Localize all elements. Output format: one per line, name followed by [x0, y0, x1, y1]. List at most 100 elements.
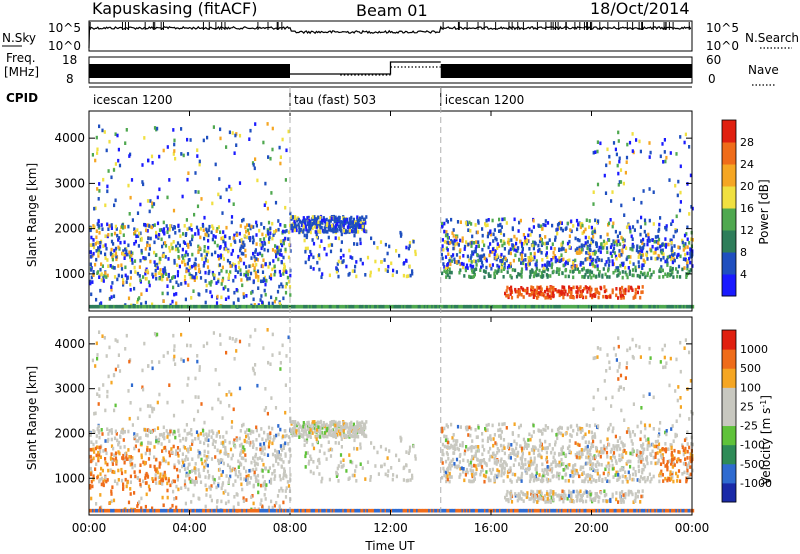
data-cell: [499, 223, 502, 227]
data-cell: [181, 260, 184, 264]
data-cell: [205, 289, 208, 293]
data-cell: [224, 439, 227, 443]
data-cell: [256, 383, 259, 388]
data-cell: [162, 220, 165, 225]
data-cell: [240, 251, 243, 256]
data-cell: [255, 233, 258, 237]
freq-label-1: Freq.: [6, 51, 36, 65]
data-cell: [113, 203, 116, 208]
data-cell: [197, 228, 200, 233]
data-cell: [473, 304, 476, 309]
data-cell: [342, 422, 346, 427]
data-cell: [159, 475, 162, 479]
data-cell: [203, 441, 206, 446]
data-cell: [407, 274, 410, 278]
data-cell: [185, 473, 188, 478]
data-cell: [281, 284, 284, 289]
data-cell: [532, 246, 535, 251]
data-cell: [589, 269, 592, 273]
data-cell: [615, 287, 618, 291]
data-cell: [519, 444, 522, 448]
data-cell: [180, 152, 183, 156]
data-cell: [416, 304, 419, 309]
data-cell: [183, 241, 187, 245]
data-cell: [111, 257, 114, 262]
data-cell: [455, 304, 458, 309]
data-cell: [181, 399, 184, 404]
data-cell: [659, 257, 663, 262]
data-cell: [686, 261, 689, 266]
data-cell: [182, 232, 185, 236]
data-cell: [562, 451, 565, 456]
data-cell: [361, 420, 364, 424]
data-cell: [245, 294, 248, 298]
data-cell: [302, 432, 305, 437]
data-cell: [538, 304, 541, 309]
data-cell: [513, 449, 516, 453]
data-cell: [334, 215, 337, 220]
data-cell: [466, 470, 469, 475]
data-cell: [605, 295, 608, 300]
data-cell: [591, 304, 594, 309]
data-cell: [221, 304, 224, 309]
data-cell: [329, 454, 333, 458]
data-cell: [514, 289, 517, 294]
data-cell: [164, 272, 168, 276]
data-cell: [302, 216, 305, 220]
data-cell: [111, 304, 114, 309]
data-cell: [244, 248, 247, 253]
data-cell: [522, 241, 525, 246]
data-cell: [650, 248, 653, 253]
data-cell: [648, 155, 651, 159]
data-cell: [663, 138, 666, 142]
data-cell: [634, 291, 637, 296]
data-cell: [253, 268, 256, 273]
data-cell: [230, 187, 233, 191]
data-cell: [205, 250, 208, 255]
data-cell: [520, 261, 523, 265]
data-cell: [615, 239, 618, 244]
data-cell: [268, 440, 271, 444]
data-cell: [628, 269, 631, 274]
data-cell: [178, 448, 181, 452]
data-cell: [205, 487, 208, 492]
data-cell: [641, 290, 644, 294]
data-cell: [392, 304, 395, 309]
data-cell: [270, 295, 273, 300]
data-cell: [245, 474, 248, 479]
data-cell: [123, 225, 126, 229]
data-cell: [342, 425, 345, 430]
data-cell: [90, 304, 93, 309]
data-cell: [342, 458, 345, 462]
data-cell: [592, 304, 595, 309]
data-cell: [242, 496, 245, 500]
data-cell: [302, 429, 305, 434]
data-cell: [589, 243, 592, 248]
data-cell: [252, 484, 255, 489]
data-cell: [462, 304, 466, 309]
data-cell: [431, 304, 434, 309]
data-cell: [619, 168, 623, 172]
data-cell: [685, 275, 688, 279]
data-cell: [607, 461, 610, 466]
data-cell: [285, 433, 288, 438]
colorbar-swatch: [722, 142, 736, 165]
data-cell: [622, 239, 625, 244]
data-cell: [103, 478, 106, 482]
data-cell: [409, 478, 412, 482]
data-cell: [176, 247, 179, 251]
data-cell: [596, 267, 599, 272]
data-cell: [380, 260, 383, 264]
data-cell: [203, 236, 206, 241]
data-cell: [184, 485, 187, 489]
data-cell: [241, 219, 244, 223]
data-cell: [443, 444, 446, 449]
data-cell: [514, 253, 517, 258]
data-cell: [556, 289, 559, 294]
data-cell: [600, 304, 603, 309]
data-cell: [131, 304, 134, 309]
data-cell: [342, 428, 345, 433]
data-cell: [295, 304, 298, 309]
data-cell: [220, 304, 223, 309]
